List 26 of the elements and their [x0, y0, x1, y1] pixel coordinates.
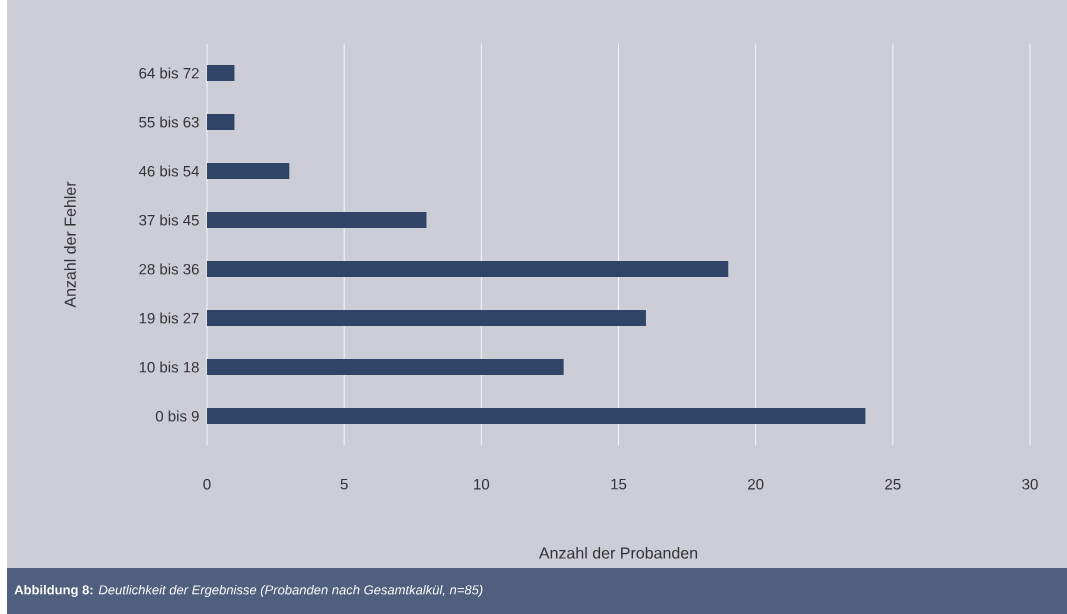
x-tick-label: 15: [611, 478, 627, 490]
y-tick-label: 64 bis 72: [139, 67, 199, 79]
bar: [207, 261, 729, 278]
x-tick-label: 20: [748, 478, 764, 490]
x-tick-label: 5: [340, 478, 348, 490]
y-tick-label: 55 bis 63: [139, 116, 199, 128]
y-tick-label: 37 bis 45: [139, 214, 199, 226]
y-tick-label: 10 bis 18: [139, 361, 199, 373]
x-tick-label: 30: [1022, 478, 1038, 490]
x-tick-label: 0: [203, 478, 211, 490]
bar: [207, 359, 564, 376]
y-tick-label: 28 bis 36: [139, 263, 199, 275]
y-tick-label: 19 bis 27: [139, 312, 199, 324]
bar: [207, 114, 235, 131]
y-axis-title: Anzahl der Fehler: [64, 181, 76, 308]
x-axis-title: Anzahl der Probanden: [538, 546, 698, 559]
x-tick-label: 10: [474, 478, 490, 490]
bar: [207, 65, 235, 82]
x-tick-label: 25: [885, 478, 901, 490]
bar: [207, 163, 290, 180]
bar: [207, 310, 646, 327]
bar: [207, 212, 427, 229]
bar: [207, 408, 866, 425]
y-tick-label: 46 bis 54: [138, 165, 200, 177]
y-tick-label: 0 bis 9: [155, 410, 199, 422]
text: Abbildung 8: Deutlichkeit der Ergebnisse (Probanden nach Gesamtkalkül, n=85): [14, 584, 483, 598]
